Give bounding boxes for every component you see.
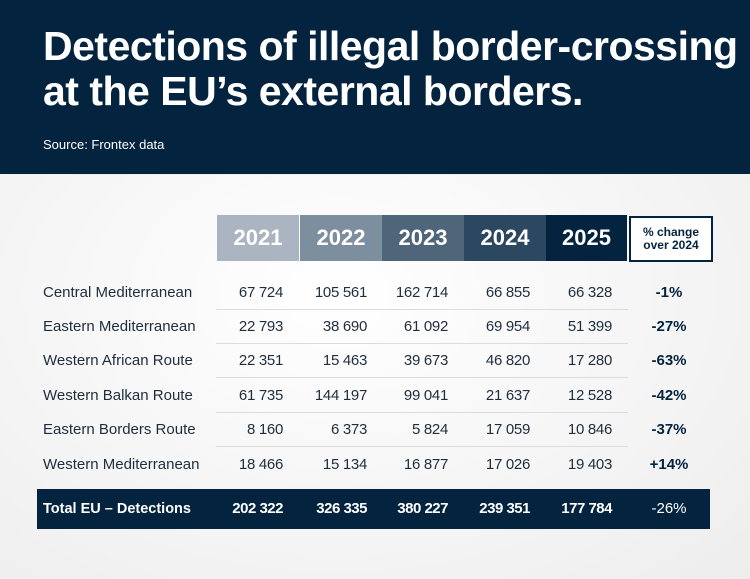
cell-2025: 17 280 [567,352,612,369]
cell-2023: 162 714 [395,284,448,301]
cell-2023: 39 673 [403,352,448,369]
year-header-2023: 2023 [382,215,464,261]
route-label: Eastern Mediterranean [43,318,196,335]
total-cell-2021: 202 322 [232,500,283,517]
cell-2025: 19 403 [567,456,612,473]
row-divider [216,343,628,344]
cell-2023: 99 041 [403,387,448,404]
change-value: -63% [651,352,687,369]
title-line-2: at the EU’s external borders. [43,68,583,114]
change-header-line-2: over 2024 [643,238,699,252]
header-banner: Detections of illegal border-crossing at… [0,0,750,174]
cell-2025: 51 399 [567,318,612,335]
cell-2024: 46 820 [485,352,530,369]
title-line-1: Detections of illegal border-crossing [43,23,738,69]
table-row: Eastern Mediterranean 22 793 38 690 61 092 6… [0,310,750,344]
total-label: Total EU – Detections [43,501,191,517]
cell-2023: 61 092 [403,318,448,335]
cell-2021: 22 351 [238,352,283,369]
cell-2022: 6 373 [330,421,367,438]
route-label: Central Mediterranean [43,284,193,301]
total-cell-2025: 177 784 [561,500,612,517]
change-header-line-1: % change [642,225,699,239]
change-value: -37% [651,421,687,438]
cell-2024: 21 637 [485,387,530,404]
change-value: +14% [649,456,689,473]
page-title: Detections of illegal border-crossing at… [43,24,738,114]
table-row: Western Mediterranean 18 466 15 134 16 877 1… [0,448,750,482]
cell-2023: 5 824 [411,421,448,438]
cell-2024: 69 954 [485,318,530,335]
total-cell-2022: 326 335 [316,500,367,517]
table-row: Eastern Borders Route 8 160 6 373 5 824 17 0… [0,413,750,447]
total-row: Total EU – Detections 202 322 326 335 380 2… [37,489,710,529]
cell-2024: 17 059 [485,421,530,438]
cell-2021: 61 735 [238,387,283,404]
row-divider [216,377,628,378]
cell-2022: 144 197 [314,387,367,404]
total-cell-2023: 380 227 [397,500,448,517]
cell-2021: 8 160 [246,421,283,438]
change-value: -27% [651,318,687,335]
cell-2021: 22 793 [238,318,283,335]
cell-2022: 38 690 [322,318,367,335]
change-header: % change over 2024 [629,216,713,262]
cell-2025: 10 846 [567,421,612,438]
cell-2022: 15 463 [322,352,367,369]
change-value: -42% [651,387,687,404]
table-row: Western African Route 22 351 15 463 39 673 4… [0,344,750,378]
route-label: Western Balkan Route [43,387,193,404]
change-value: -1% [655,284,683,301]
cell-2023: 16 877 [403,456,448,473]
table-row: Central Mediterranean 67 724 105 561 162 71… [0,276,750,310]
cell-2025: 66 328 [567,284,612,301]
row-divider [216,412,628,413]
cell-2022: 15 134 [322,456,367,473]
year-header-2021: 2021 [217,215,299,261]
route-label: Eastern Borders Route [43,421,196,438]
cell-2025: 12 528 [567,387,612,404]
year-header-2022: 2022 [300,215,382,261]
cell-2021: 18 466 [238,456,283,473]
total-cell-2024: 239 351 [479,500,530,517]
cell-2022: 105 561 [314,284,367,301]
total-change: -26% [651,500,687,517]
route-label: Western Mediterranean [43,456,200,473]
cell-2021: 67 724 [238,284,283,301]
table-row: Western Balkan Route 61 735 144 197 99 041 2… [0,379,750,413]
source-note: Source: Frontex data [43,137,165,152]
year-header-2024: 2024 [464,215,546,261]
cell-2024: 66 855 [485,284,530,301]
cell-2024: 17 026 [485,456,530,473]
row-divider [216,309,628,310]
route-label: Western African Route [43,352,193,369]
row-divider [216,446,628,447]
year-header-2025: 2025 [546,215,627,261]
